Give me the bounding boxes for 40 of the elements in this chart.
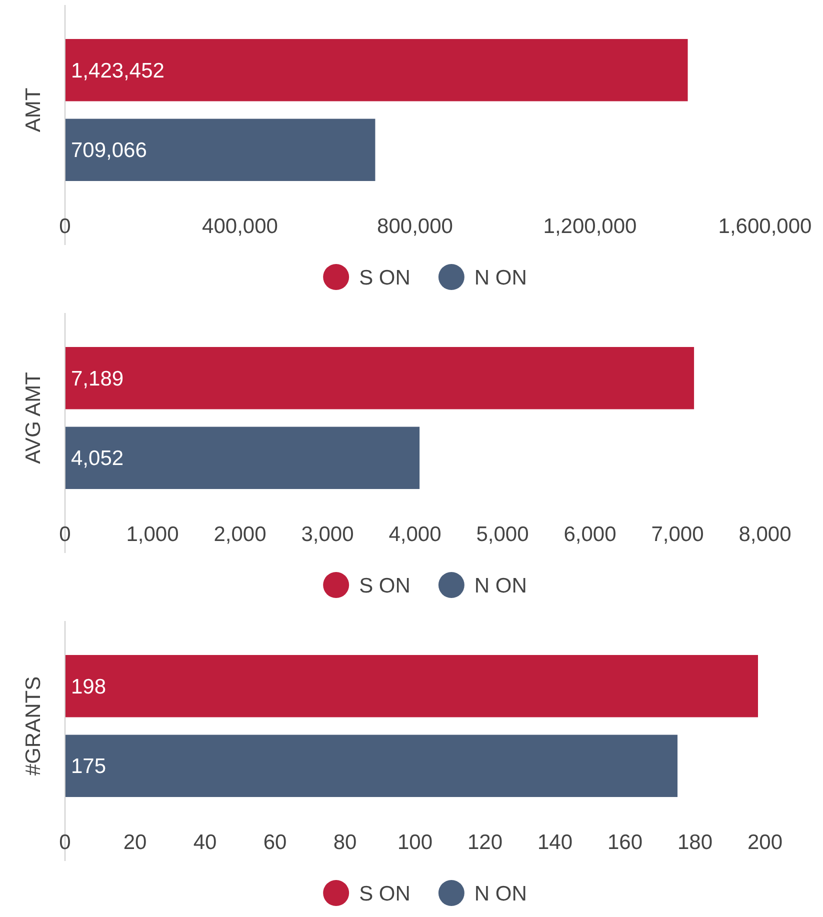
x-tick-label: 400,000 — [202, 214, 278, 238]
legend-label: N ON — [474, 882, 527, 906]
legend-label: N ON — [474, 574, 527, 598]
x-tick-label: 120 — [467, 830, 503, 854]
x-tick-label: 20 — [123, 830, 147, 854]
x-tick-label: 4,000 — [388, 522, 442, 546]
data-label: 1,423,452 — [71, 59, 164, 82]
x-tick-label: 1,200,000 — [543, 214, 637, 238]
x-tick-label: 160 — [607, 830, 643, 854]
y-axis-title: #GRANTS — [22, 676, 45, 776]
x-tick-label: 800,000 — [377, 214, 453, 238]
x-tick-label: 2,000 — [214, 522, 266, 546]
x-tick-label: 140 — [537, 830, 573, 854]
x-tick-label: 8,000 — [738, 522, 792, 546]
x-tick-label: 6,000 — [564, 522, 616, 546]
x-tick-label: 3,000 — [301, 522, 354, 546]
x-tick-label: 180 — [677, 830, 713, 854]
y-axis-title: AVG AMT — [22, 372, 45, 464]
data-label: 175 — [71, 755, 106, 778]
x-tick-label: 100 — [397, 830, 433, 854]
x-tick-label: 80 — [333, 830, 357, 854]
x-tick-label: 0 — [59, 214, 71, 238]
legend-label: S ON — [359, 574, 410, 598]
legend-label: N ON — [474, 266, 527, 290]
x-tick-label: 1,600,000 — [718, 214, 812, 238]
x-tick-label: 0 — [59, 830, 71, 854]
x-tick-label: 5,000 — [476, 522, 529, 546]
x-tick-label: 0 — [59, 522, 71, 546]
data-label: 709,066 — [71, 139, 147, 162]
data-label: 198 — [71, 675, 106, 698]
data-label: 4,052 — [71, 447, 124, 470]
y-axis-title: AMT — [22, 88, 45, 132]
legend-label: S ON — [359, 266, 410, 290]
x-tick-label: 200 — [747, 830, 783, 854]
data-label: 7,189 — [71, 367, 124, 390]
x-tick-label: 7,000 — [651, 522, 704, 546]
x-tick-label: 1,000 — [126, 522, 179, 546]
x-tick-label: 60 — [263, 830, 287, 854]
x-tick-label: 40 — [193, 830, 217, 854]
legend-label: S ON — [359, 882, 410, 906]
